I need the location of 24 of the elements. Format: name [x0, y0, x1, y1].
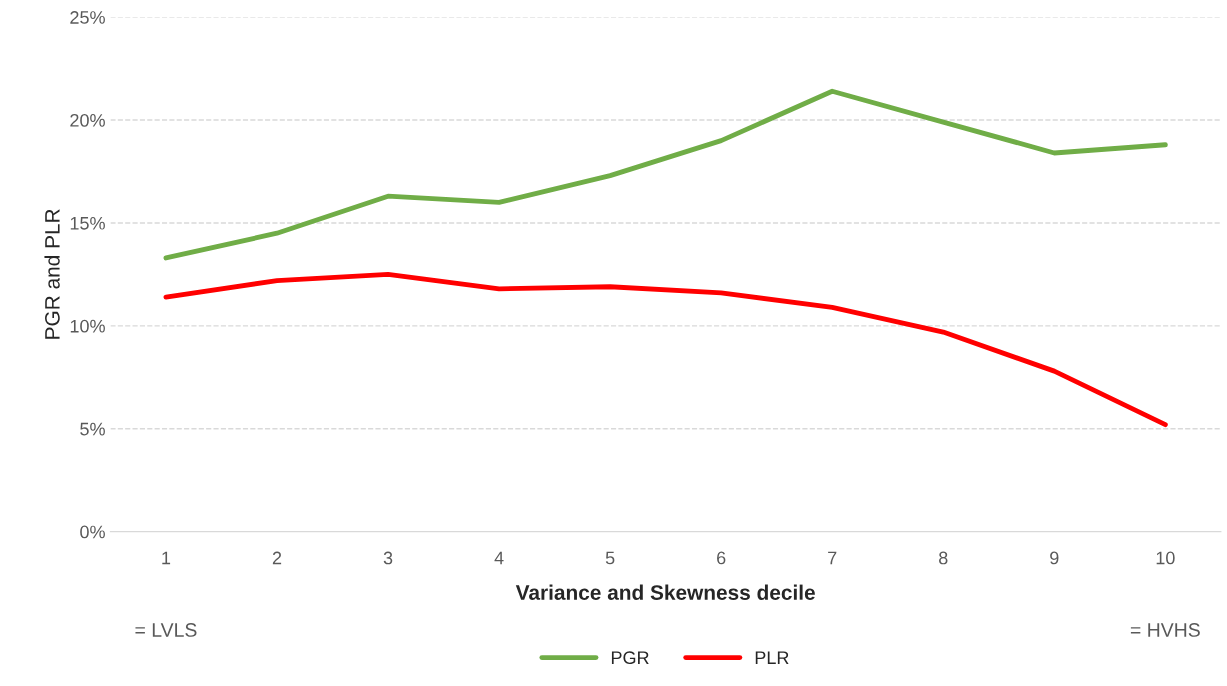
x-tick-label: 8: [939, 551, 948, 565]
text: = HVHS: [1130, 623, 1200, 637]
legend-label: PGR: [611, 651, 649, 665]
x-tick-label: 10: [1156, 551, 1175, 565]
y-tick-label: 10%: [70, 319, 105, 333]
y-tick-label: 5%: [80, 422, 105, 436]
x-tick-label: 9: [1050, 551, 1059, 565]
legend-label: PLR: [755, 651, 789, 664]
text: = LVLS: [135, 623, 197, 637]
x-axis-title: Variance and Skewness decile: [515, 584, 815, 600]
x-tick-label: 1: [162, 551, 171, 565]
y-tick-label: 15%: [70, 216, 105, 230]
line-series: [163, 271, 1168, 428]
y-axis-title: PGR and PLR: [44, 209, 60, 339]
x-tick-label: 7: [828, 551, 837, 565]
x-tick-label: 4: [494, 551, 504, 565]
y-tick-label: 25%: [70, 11, 105, 24]
x-tick-label: 6: [717, 551, 726, 565]
y-tick-label: 20%: [70, 113, 105, 127]
x-tick-label: 2: [272, 551, 282, 565]
line-series: [163, 88, 1168, 261]
x-tick-label: 3: [383, 551, 393, 565]
y-tick-label: 0%: [80, 525, 105, 539]
x-tick-label: 5: [605, 551, 615, 565]
